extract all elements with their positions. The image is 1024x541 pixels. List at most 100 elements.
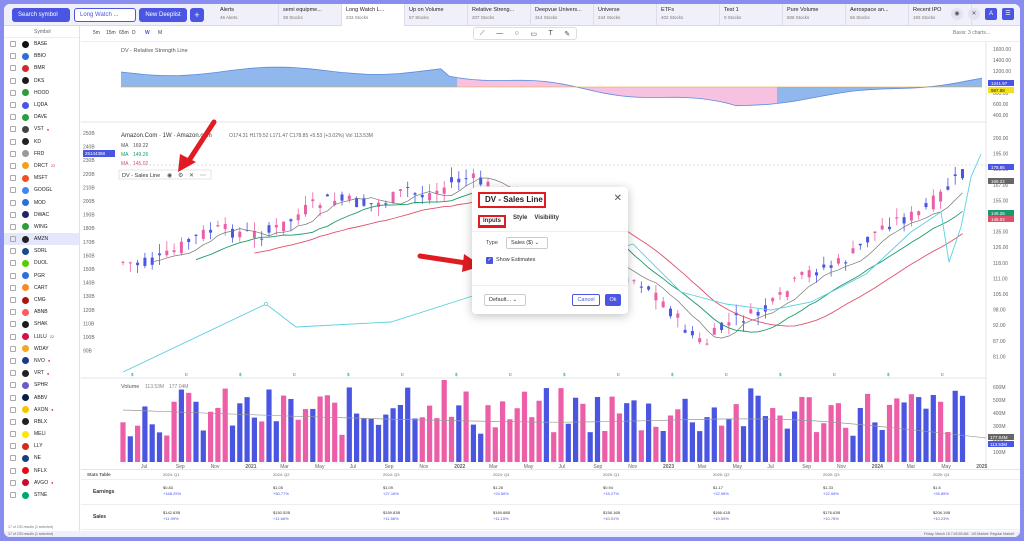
symbol-row[interactable]: VST ●	[4, 123, 79, 135]
row-checkbox[interactable]	[10, 333, 16, 340]
row-checkbox[interactable]	[10, 162, 16, 169]
row-checkbox[interactable]	[10, 41, 16, 48]
row-checkbox[interactable]	[10, 102, 16, 109]
timeframe-button[interactable]: 5m	[93, 30, 100, 36]
timeframe-button[interactable]: 15m	[106, 30, 116, 36]
symbol-row[interactable]: DUOL	[4, 257, 79, 269]
row-checkbox[interactable]	[10, 418, 16, 425]
symbol-row[interactable]: MOD	[4, 196, 79, 208]
search-symbol-input[interactable]: Search symbol	[12, 8, 70, 22]
symbol-row[interactable]: NE	[4, 452, 79, 464]
symbol-row[interactable]: DRCT 22	[4, 160, 79, 172]
symbol-row[interactable]: STNE	[4, 489, 79, 501]
horizontal-line-icon[interactable]: —	[496, 30, 504, 37]
row-checkbox[interactable]	[10, 223, 16, 230]
symbol-row[interactable]: BASE	[4, 38, 79, 50]
watchlist-select[interactable]: Long Watch ...	[74, 8, 136, 22]
watchlist-tab[interactable]: Universe 244 Stocks	[594, 4, 657, 26]
row-checkbox[interactable]	[10, 138, 16, 145]
symbol-row[interactable]: BBIO	[4, 50, 79, 62]
symbol-row[interactable]: RBLX	[4, 416, 79, 428]
symbol-row[interactable]: PGR	[4, 270, 79, 282]
watchlist-tab[interactable]: Up on Volume 57 Stocks	[405, 4, 468, 26]
row-checkbox[interactable]	[10, 443, 16, 450]
row-checkbox[interactable]	[10, 321, 16, 328]
row-checkbox[interactable]	[10, 187, 16, 194]
new-deeplist-button[interactable]: New Deeplist	[139, 8, 187, 22]
type-select[interactable]: Sales ($) ⌄	[506, 237, 548, 249]
tab-style[interactable]: Style	[513, 215, 528, 221]
watchlist-tab[interactable]: Relative Streng... 207 Stocks	[468, 4, 531, 26]
row-checkbox[interactable]	[10, 150, 16, 157]
row-checkbox[interactable]	[10, 89, 16, 96]
row-checkbox[interactable]	[10, 114, 16, 121]
row-checkbox[interactable]	[10, 248, 16, 255]
symbol-list-header[interactable]: Symbol	[4, 26, 79, 38]
symbol-row[interactable]: LULU 22	[4, 331, 79, 343]
row-checkbox[interactable]	[10, 260, 16, 267]
row-checkbox[interactable]	[10, 479, 16, 486]
symbol-row[interactable]: FRD	[4, 148, 79, 160]
tab-inputs[interactable]: Inputs	[478, 215, 506, 228]
watchlist-tab[interactable]: Deepvue Univers... 314 Stocks	[531, 4, 594, 26]
timeframe-button[interactable]: D	[132, 30, 136, 36]
watchlist-tab[interactable]: semi equipme... 38 Stocks	[279, 4, 342, 26]
symbol-row[interactable]: DWAC	[4, 209, 79, 221]
row-checkbox[interactable]	[10, 284, 16, 291]
brush-icon[interactable]: ✎	[564, 30, 571, 38]
symbol-row[interactable]: HOOD	[4, 87, 79, 99]
symbol-row[interactable]: KD	[4, 136, 79, 148]
symbol-row[interactable]: VRT ●	[4, 367, 79, 379]
symbol-row[interactable]: MSFT	[4, 172, 79, 184]
symbol-row[interactable]: NFLX	[4, 465, 79, 477]
symbol-row[interactable]: NVO ●	[4, 355, 79, 367]
row-checkbox[interactable]	[10, 431, 16, 438]
cancel-button[interactable]: Cancel	[572, 294, 600, 306]
row-checkbox[interactable]	[10, 126, 16, 133]
watchlist-tab[interactable]: Alerts 46 Alerts	[216, 4, 279, 26]
ok-button[interactable]: Ok	[605, 294, 621, 306]
symbol-row[interactable]: GOOGL	[4, 184, 79, 196]
symbol-row[interactable]: ABBV	[4, 391, 79, 403]
font-icon[interactable]: A	[985, 8, 997, 20]
row-checkbox[interactable]	[10, 297, 16, 304]
symbol-row[interactable]: DKS	[4, 75, 79, 87]
symbol-row[interactable]: DAVE	[4, 111, 79, 123]
row-checkbox[interactable]	[10, 211, 16, 218]
row-checkbox[interactable]	[10, 382, 16, 389]
tab-visibility[interactable]: Visibility	[534, 215, 559, 221]
comment-icon[interactable]: ▭	[530, 30, 538, 38]
row-checkbox[interactable]	[10, 357, 16, 364]
watchlist-tab[interactable]: Pure Volume 506 Stocks	[783, 4, 846, 26]
symbol-row[interactable]: MELI	[4, 428, 79, 440]
row-checkbox[interactable]	[10, 77, 16, 84]
symbol-row[interactable]: AVGO ●	[4, 477, 79, 489]
row-checkbox[interactable]	[10, 467, 16, 474]
row-checkbox[interactable]	[10, 272, 16, 279]
settings-icon[interactable]: ☰	[1002, 8, 1014, 20]
row-checkbox[interactable]	[10, 236, 16, 243]
row-checkbox[interactable]	[10, 455, 16, 462]
symbol-row[interactable]: LQDA	[4, 99, 79, 111]
timeframe-button[interactable]: W	[145, 30, 150, 36]
symbol-row[interactable]: WING	[4, 221, 79, 233]
row-checkbox[interactable]	[10, 345, 16, 352]
row-checkbox[interactable]	[10, 406, 16, 413]
watchlist-tab[interactable]: ETFs 402 Stocks	[657, 4, 720, 26]
show-estimates-checkbox[interactable]: ✓	[486, 257, 493, 264]
symbol-row[interactable]: CMG	[4, 294, 79, 306]
row-checkbox[interactable]	[10, 394, 16, 401]
timeframe-button[interactable]: M	[158, 30, 163, 36]
timeframe-button[interactable]: 65m	[119, 30, 129, 36]
row-checkbox[interactable]	[10, 309, 16, 316]
symbol-row[interactable]: AXON ●	[4, 404, 79, 416]
discord-icon[interactable]: ◉	[951, 8, 963, 20]
watchlist-tab[interactable]: Aerospace an... 56 Stocks	[846, 4, 909, 26]
row-checkbox[interactable]	[10, 53, 16, 60]
row-checkbox[interactable]	[10, 492, 16, 499]
symbol-row[interactable]: WDAY	[4, 343, 79, 355]
symbol-row[interactable]: SPHR	[4, 379, 79, 391]
defaults-select[interactable]: Default... ⌄	[484, 294, 526, 306]
text-icon[interactable]: T	[548, 30, 553, 37]
row-checkbox[interactable]	[10, 370, 16, 377]
